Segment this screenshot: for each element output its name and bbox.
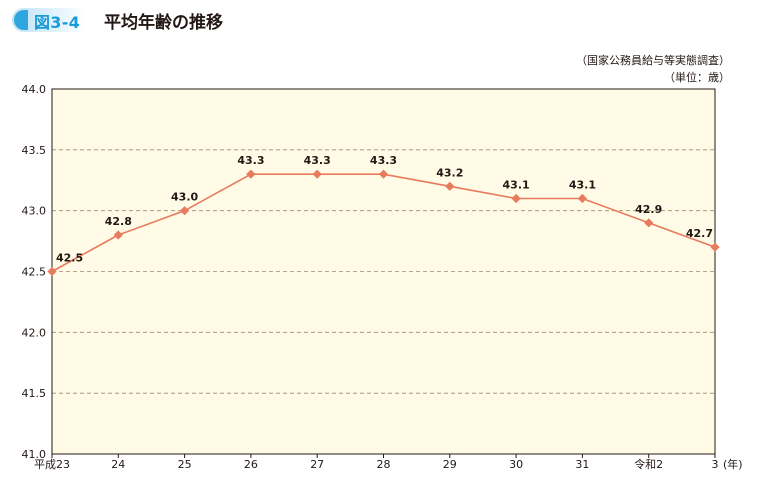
y-tick-label: 42.0: [22, 326, 47, 339]
badge-swoosh-icon: [14, 10, 28, 30]
x-tick-label: 27: [310, 458, 324, 471]
data-point: [312, 169, 322, 179]
figure-header: 図3-4 平均年齢の推移: [12, 5, 752, 35]
data-point: [644, 218, 654, 228]
data-point: [47, 266, 57, 277]
x-tick-label: 31: [575, 458, 589, 471]
data-point: [180, 206, 190, 216]
data-label: 43.3: [370, 154, 397, 167]
y-tick-label: 41.0: [22, 448, 47, 461]
x-unit-label: (年): [723, 457, 743, 471]
data-label: 42.8: [105, 215, 132, 228]
data-point: [710, 242, 720, 252]
data-point: [246, 169, 256, 179]
y-tick-label: 44.0: [22, 83, 47, 96]
y-tick-label: 42.5: [22, 266, 47, 279]
x-tick-label: 28: [377, 458, 391, 471]
figure-title: 平均年齢の推移: [104, 13, 223, 33]
data-label: 43.0: [171, 191, 198, 204]
figure-badge: [12, 8, 86, 32]
unit-note: （単位：歳）: [664, 71, 730, 84]
data-label: 43.2: [436, 166, 463, 179]
data-point: [511, 193, 521, 204]
data-label: 43.3: [304, 154, 331, 167]
data-label: 42.5: [56, 252, 83, 265]
y-tick-label: 43.0: [22, 205, 47, 218]
x-tick-label: 30: [509, 458, 523, 471]
data-label: 42.7: [686, 227, 713, 240]
figure-number: 図3-4: [34, 13, 81, 32]
x-tick-label: 29: [443, 458, 457, 471]
data-point: [378, 169, 389, 179]
data-point: [113, 230, 123, 240]
data-point: [577, 193, 587, 204]
x-tick-label: 24: [111, 458, 125, 471]
data-point: [445, 181, 455, 191]
data-label: 43.1: [503, 179, 530, 192]
x-tick-label: 3: [712, 458, 719, 471]
data-label: 43.1: [569, 179, 596, 192]
x-tick-label: 平成23: [34, 458, 70, 471]
y-tick-label: 43.5: [22, 144, 47, 157]
y-tick-label: 41.5: [22, 387, 47, 400]
x-tick-label: 25: [178, 458, 192, 471]
source-note: （国家公務員給与等実態調査）: [576, 54, 730, 67]
data-label: 42.9: [635, 203, 662, 216]
x-tick-label: 令和2: [634, 457, 663, 471]
data-label: 43.3: [237, 154, 264, 167]
x-tick-label: 26: [244, 458, 258, 471]
